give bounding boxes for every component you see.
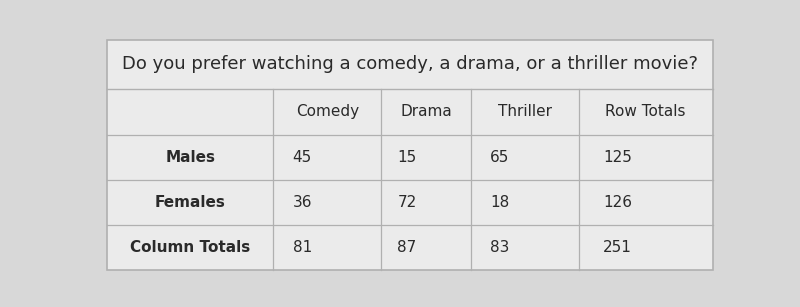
Text: Comedy: Comedy <box>296 104 358 119</box>
Text: 81: 81 <box>293 240 312 255</box>
Text: 15: 15 <box>398 150 417 165</box>
Text: 87: 87 <box>398 240 417 255</box>
Text: Thriller: Thriller <box>498 104 552 119</box>
Text: 45: 45 <box>293 150 312 165</box>
Text: Column Totals: Column Totals <box>130 240 250 255</box>
Text: Females: Females <box>155 195 226 210</box>
Text: 251: 251 <box>603 240 632 255</box>
Text: Do you prefer watching a comedy, a drama, or a thriller movie?: Do you prefer watching a comedy, a drama… <box>122 56 698 73</box>
Text: 72: 72 <box>398 195 417 210</box>
Text: Drama: Drama <box>400 104 452 119</box>
Text: 36: 36 <box>293 195 312 210</box>
Text: 125: 125 <box>603 150 632 165</box>
Text: 126: 126 <box>603 195 632 210</box>
Text: 83: 83 <box>490 240 510 255</box>
Text: Males: Males <box>166 150 215 165</box>
Text: 65: 65 <box>490 150 510 165</box>
Text: Row Totals: Row Totals <box>606 104 686 119</box>
Text: 18: 18 <box>490 195 510 210</box>
